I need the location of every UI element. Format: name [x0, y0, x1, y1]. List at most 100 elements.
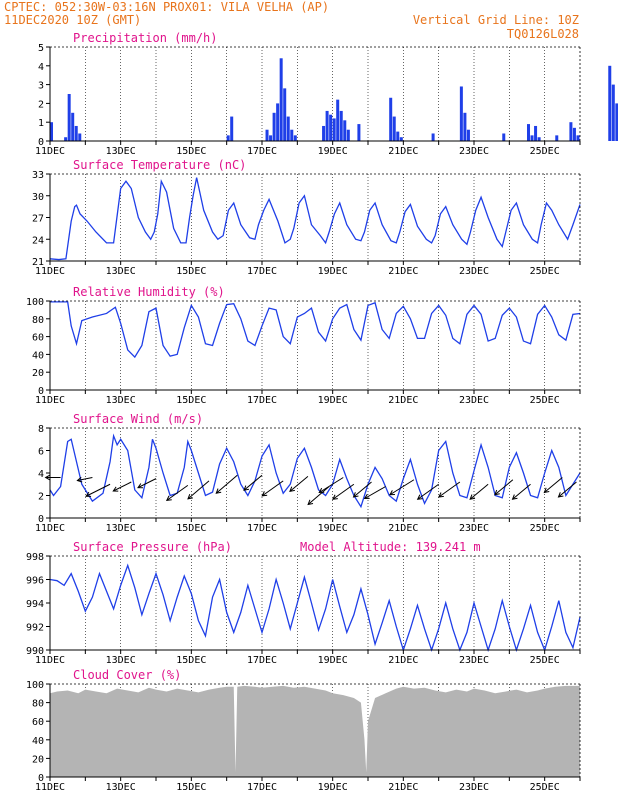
wind-vector-head — [389, 490, 395, 496]
precip-bar — [283, 88, 287, 141]
temperature-x-tick-label: 17DEC — [247, 266, 277, 277]
pressure-x-tick-label: 17DEC — [247, 655, 277, 666]
precip-y-tick-label: 1 — [38, 118, 44, 129]
wind-vector-head — [112, 486, 119, 492]
wind-vector-shaft — [137, 478, 157, 489]
temperature-series-line — [49, 177, 581, 261]
precip-bar — [459, 86, 463, 141]
wind-vector-shaft — [389, 479, 415, 496]
wind-vector-head — [44, 474, 51, 481]
wind-vector-head — [511, 494, 518, 500]
wind-vector-shaft — [494, 479, 514, 496]
wind-vector-head — [76, 476, 83, 483]
wind-panel: 0 2 4 6 8 11DEC 13DEC 15DEC 17DEC 19DEC 21DEC 23DEC… — [35, 412, 581, 534]
precip-x-tick-label: 23DEC — [459, 146, 489, 157]
cloud-y-tick-label: 0 — [38, 773, 44, 784]
pressure-y-tick-label: 990 — [26, 646, 44, 657]
precip-x-tick-label: 21DEC — [388, 146, 418, 157]
precip-bar — [527, 124, 531, 141]
wind-vector-arrow — [318, 477, 344, 494]
temperature-y-tick-label: 33 — [32, 170, 44, 181]
pressure-panel-title: Surface Pressure (hPa) — [73, 540, 232, 554]
wind-vector-head — [187, 494, 193, 500]
precip-bar — [534, 125, 538, 141]
wind-vector-head — [261, 491, 268, 497]
precip-bar — [276, 103, 280, 141]
cloud-panel-title: Cloud Cover (%) — [73, 668, 181, 682]
precip-bar — [608, 65, 612, 141]
precip-y-tick-label: 0 — [38, 137, 44, 148]
wind-vector-arrow — [543, 477, 563, 494]
wind-vector-arrow — [352, 481, 372, 498]
wind-y-tick-label: 4 — [38, 469, 44, 480]
precip-bar — [530, 135, 534, 141]
temperature-x-tick-label: 15DEC — [176, 266, 206, 277]
wind-vector-arrow — [137, 478, 157, 489]
cloud-x-tick-label: 11DEC — [35, 782, 65, 793]
wind-x-tick-label: 17DEC — [247, 523, 277, 534]
wind-vector-arrow — [44, 474, 61, 481]
precip-x-tick-label: 17DEC — [247, 146, 277, 157]
wind-vector-shaft — [243, 474, 263, 491]
wind-vector-shaft — [353, 481, 372, 498]
precip-bar — [325, 110, 329, 141]
pressure-x-tick-label: 13DEC — [106, 655, 136, 666]
humidity-y-tick-label: 20 — [32, 368, 44, 379]
precip-bar — [322, 125, 326, 141]
cloud-y-tick-label: 60 — [32, 717, 44, 728]
precip-y-tick-label: 4 — [38, 62, 44, 73]
wind-vector-shaft — [319, 477, 344, 493]
precip-bar — [290, 129, 294, 141]
temperature-y-tick-label: 24 — [32, 235, 44, 246]
wind-vector-head — [469, 494, 476, 500]
wind-vector-head — [289, 486, 295, 493]
humidity-y-tick-label: 80 — [32, 315, 44, 326]
wind-vector-shaft — [113, 481, 132, 492]
pressure-series-line — [49, 563, 581, 653]
precip-x-tick-label: 19DEC — [318, 146, 348, 157]
precip-bar — [463, 112, 467, 141]
precip-bar — [576, 135, 580, 141]
wind-vector-arrow — [332, 483, 355, 500]
wind-series-line — [49, 433, 581, 509]
wind-vector-shaft — [85, 483, 111, 497]
temperature-x-tick-label: 25DEC — [530, 266, 560, 277]
precip-bar — [226, 135, 230, 141]
wind-vector-arrow — [438, 481, 461, 498]
wind-vector-head — [137, 483, 144, 489]
precip-bar — [74, 125, 78, 141]
precip-bar — [272, 112, 276, 141]
wind-vector-shaft — [438, 481, 461, 498]
precip-bar — [537, 137, 541, 141]
precip-bar — [230, 116, 234, 141]
precip-x-tick-label: 15DEC — [176, 146, 206, 157]
wind-vector-arrow — [289, 475, 309, 493]
precip-bar — [336, 99, 340, 141]
wind-vector-shaft — [417, 483, 439, 500]
cloud-y-tick-label: 80 — [32, 699, 44, 710]
humidity-y-tick-label: 0 — [38, 386, 44, 397]
precip-bar — [78, 133, 82, 141]
cloud-y-tick-label: 100 — [26, 680, 44, 691]
wind-vector-shaft — [307, 486, 330, 505]
wind-vector-head — [363, 493, 370, 500]
wind-vector-head — [215, 488, 222, 494]
wind-vector-arrow — [243, 474, 263, 491]
precip-bar — [392, 116, 396, 141]
precip-x-tick-label: 11DEC — [35, 146, 65, 157]
humidity-x-tick-label: 11DEC — [35, 395, 65, 406]
precip-bar — [357, 124, 361, 141]
wind-vector-arrow — [511, 483, 531, 500]
precip-panel: 0 1 2 3 4 5 11DEC 13DEC 15DEC 17DEC 19DEC 21DEC 23DE… — [35, 31, 618, 157]
humidity-x-tick-label: 21DEC — [388, 395, 418, 406]
humidity-x-tick-label: 25DEC — [530, 395, 560, 406]
precip-bar — [50, 122, 54, 141]
cloud-x-tick-label: 15DEC — [176, 782, 206, 793]
cloud-area — [50, 685, 580, 777]
temperature-x-tick-label: 11DEC — [35, 266, 65, 277]
temperature-panel-title: Surface Temperature (nC) — [73, 158, 246, 172]
precip-bar — [329, 114, 333, 141]
wind-vector-arrow — [187, 480, 210, 500]
wind-y-tick-label: 6 — [38, 447, 44, 458]
pressure-annotation: Model Altitude: 139.241 m — [300, 540, 481, 554]
